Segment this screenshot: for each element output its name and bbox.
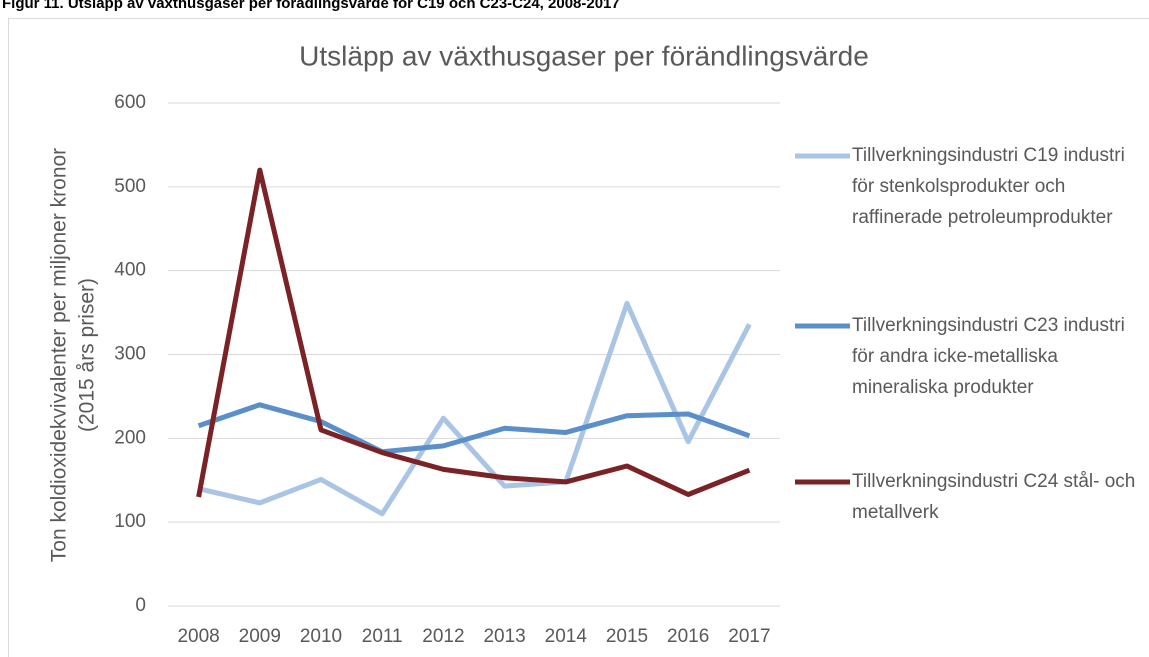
y-tick-label: 100: [114, 511, 146, 532]
chart-title: Utsläpp av växthusgaser per förändlingsv…: [299, 40, 869, 71]
legend-label: Tillverkningsindustri C24 stål- och meta…: [852, 471, 1136, 523]
y-axis-label: Ton koldioxidekvivalenter per miljoner k…: [48, 148, 71, 562]
chart-border: [8, 18, 1149, 657]
y-tick-label: 600: [114, 92, 146, 113]
x-tick-label: 2016: [667, 626, 709, 647]
caption: Figur 11. Utsläpp av växthusgaser per fö…: [2, 0, 620, 12]
legend-label: Tillverkningsindustri C23 industri för a…: [852, 315, 1125, 398]
legend-label: Tillverkningsindustri C19 industri för s…: [852, 145, 1125, 228]
y-axis-label: (2015 års priser): [76, 278, 99, 432]
y-tick-label: 200: [114, 427, 146, 448]
x-tick-label: 2012: [422, 626, 464, 647]
x-tick-label: 2017: [728, 626, 770, 647]
x-tick-label: 2011: [362, 626, 403, 647]
y-tick-label: 400: [114, 260, 146, 281]
y-tick-label: 500: [114, 176, 146, 197]
y-tick-label: 0: [135, 595, 146, 616]
x-tick-label: 2015: [606, 626, 648, 647]
series-line: [196, 167, 751, 498]
x-tick-label: 2010: [300, 626, 342, 647]
series-line: [197, 402, 751, 455]
x-tick-label: 2009: [239, 626, 281, 647]
x-tick-label: 2008: [177, 626, 219, 647]
x-tick-label: 2013: [483, 626, 525, 647]
series-line: [198, 300, 752, 517]
x-tick-label: 2014: [545, 626, 588, 647]
y-tick-label: 300: [114, 344, 146, 365]
